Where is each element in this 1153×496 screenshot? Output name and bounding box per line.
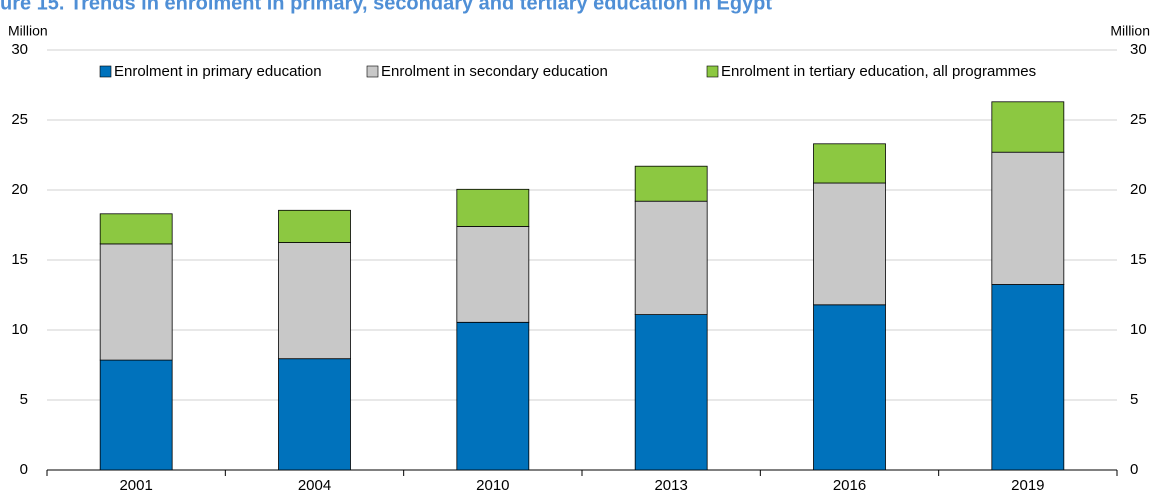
bar-segment	[456, 225, 530, 323]
y2-tick-label: 15	[1130, 251, 1147, 268]
y-tick-label: 5	[20, 391, 28, 408]
bar-segment	[991, 101, 1065, 153]
y2-tick-label: 5	[1130, 391, 1138, 408]
bar-segment	[634, 165, 708, 202]
legend-swatch	[706, 65, 719, 78]
legend-label: Enrolment in primary education	[114, 63, 322, 80]
bar-segment	[813, 304, 886, 471]
y2-axis-label: Million	[1110, 23, 1150, 39]
x-tick-label: 2001	[119, 477, 152, 494]
x-tick-label: 2004	[298, 477, 331, 494]
bar-segment	[456, 321, 530, 471]
y-tick-label: 25	[11, 111, 28, 128]
bar-segment	[813, 182, 886, 306]
bar-segment	[278, 242, 351, 360]
y2-tick-label: 10	[1130, 321, 1147, 338]
legend-swatch	[366, 65, 379, 78]
x-tick-label: 2019	[1011, 477, 1044, 494]
legend-label: Enrolment in secondary education	[381, 63, 608, 80]
y2-tick-label: 30	[1130, 41, 1147, 58]
bar-segment	[99, 213, 173, 245]
bar-segment	[278, 209, 351, 243]
x-tick-label: 2016	[833, 477, 866, 494]
legend-swatch	[99, 65, 112, 78]
y2-tick-label: 25	[1130, 111, 1147, 128]
legend-label: Enrolment in tertiary education, all pro…	[721, 63, 1036, 80]
bar-segment	[991, 151, 1065, 285]
bar-segment	[278, 358, 351, 471]
bar-segment	[634, 200, 708, 315]
bar-segment	[456, 188, 530, 227]
chart-title: ure 15. Trends in enrolment in primary, …	[0, 0, 772, 14]
bar-segment	[813, 143, 886, 184]
y2-tick-label: 0	[1130, 461, 1138, 478]
x-tick-label: 2010	[476, 477, 509, 494]
y-axis-label: Million	[8, 23, 48, 39]
y-tick-label: 15	[11, 251, 28, 268]
bar-segment	[99, 243, 173, 361]
bar-segment	[634, 314, 708, 471]
bar-segment	[99, 359, 173, 471]
y-tick-label: 10	[11, 321, 28, 338]
y2-tick-label: 20	[1130, 181, 1147, 198]
x-tick-label: 2013	[654, 477, 687, 494]
bar-segment	[991, 284, 1065, 471]
y-tick-label: 0	[20, 461, 28, 478]
y-tick-label: 30	[11, 41, 28, 58]
y-tick-label: 20	[11, 181, 28, 198]
